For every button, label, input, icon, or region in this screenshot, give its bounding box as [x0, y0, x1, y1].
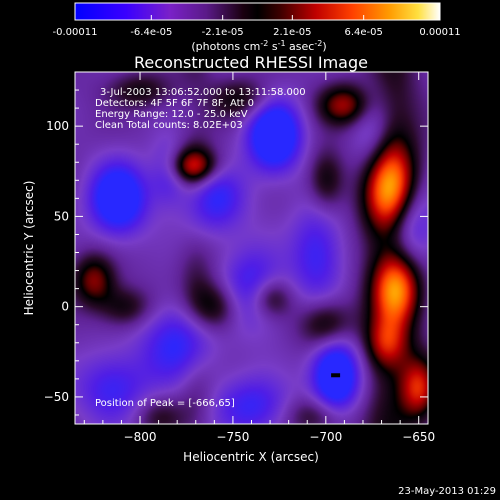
colorbar-tick-label: -6.4e-05 [130, 27, 172, 38]
timestamp: 23-May-2013 01:29 [398, 486, 496, 497]
colorbar-tick-labels: -0.00011 -6.4e-05 -2.1e-05 2.1e-05 6.4e-05 0.… [53, 27, 461, 38]
peak-position-label: Position of Peak = [-666,65] [95, 398, 235, 409]
chart-title: Reconstructed RHESSI Image [134, 53, 368, 72]
colorbar-tick-label: 0.00011 [419, 27, 460, 38]
colorbar-tick-label: -2.1e-05 [202, 27, 244, 38]
x-axis: −800 −750 −700 −650 [83, 72, 435, 444]
x-tick-label: −650 [402, 430, 435, 444]
annotation-block: 3-Jul-2003 13:06:52.000 to 13:11:58.000D… [95, 87, 306, 131]
colorbar-ticks [74, 15, 441, 20]
colorbar-tick-label: -0.00011 [53, 27, 98, 38]
y-axis: −50 0 50 100 [44, 89, 428, 416]
y-tick-label: −50 [44, 390, 69, 404]
heatmap-image [75, 72, 428, 424]
annotation-line: 3-Jul-2003 13:06:52.000 to 13:11:58.000 [100, 87, 306, 98]
y-axis-label: Heliocentric Y (arcsec) [22, 181, 36, 316]
x-tick-label: −800 [124, 430, 157, 444]
x-tick-label: −750 [216, 430, 249, 444]
peak-marker [331, 373, 341, 378]
colorbar-tick-label: 2.1e-05 [273, 27, 311, 38]
colorbar-tick-label: 6.4e-05 [344, 27, 382, 38]
annotation-line: Clean Total counts: 8.02E+03 [95, 120, 243, 131]
annotation-line: Energy Range: 12.0 - 25.0 keV [95, 109, 248, 120]
x-axis-label: Heliocentric X (arcsec) [183, 450, 319, 464]
y-tick-label: 50 [54, 209, 69, 223]
colorbar-unit-label: (photons cm-2 s-1 asec-2) [191, 39, 326, 53]
colorbar [74, 2, 441, 21]
y-tick-label: 0 [61, 300, 69, 314]
x-tick-label: −700 [309, 430, 342, 444]
annotation-line: Detectors: 4F 5F 6F 7F 8F, Att 0 [95, 98, 254, 109]
y-tick-label: 100 [46, 119, 69, 133]
